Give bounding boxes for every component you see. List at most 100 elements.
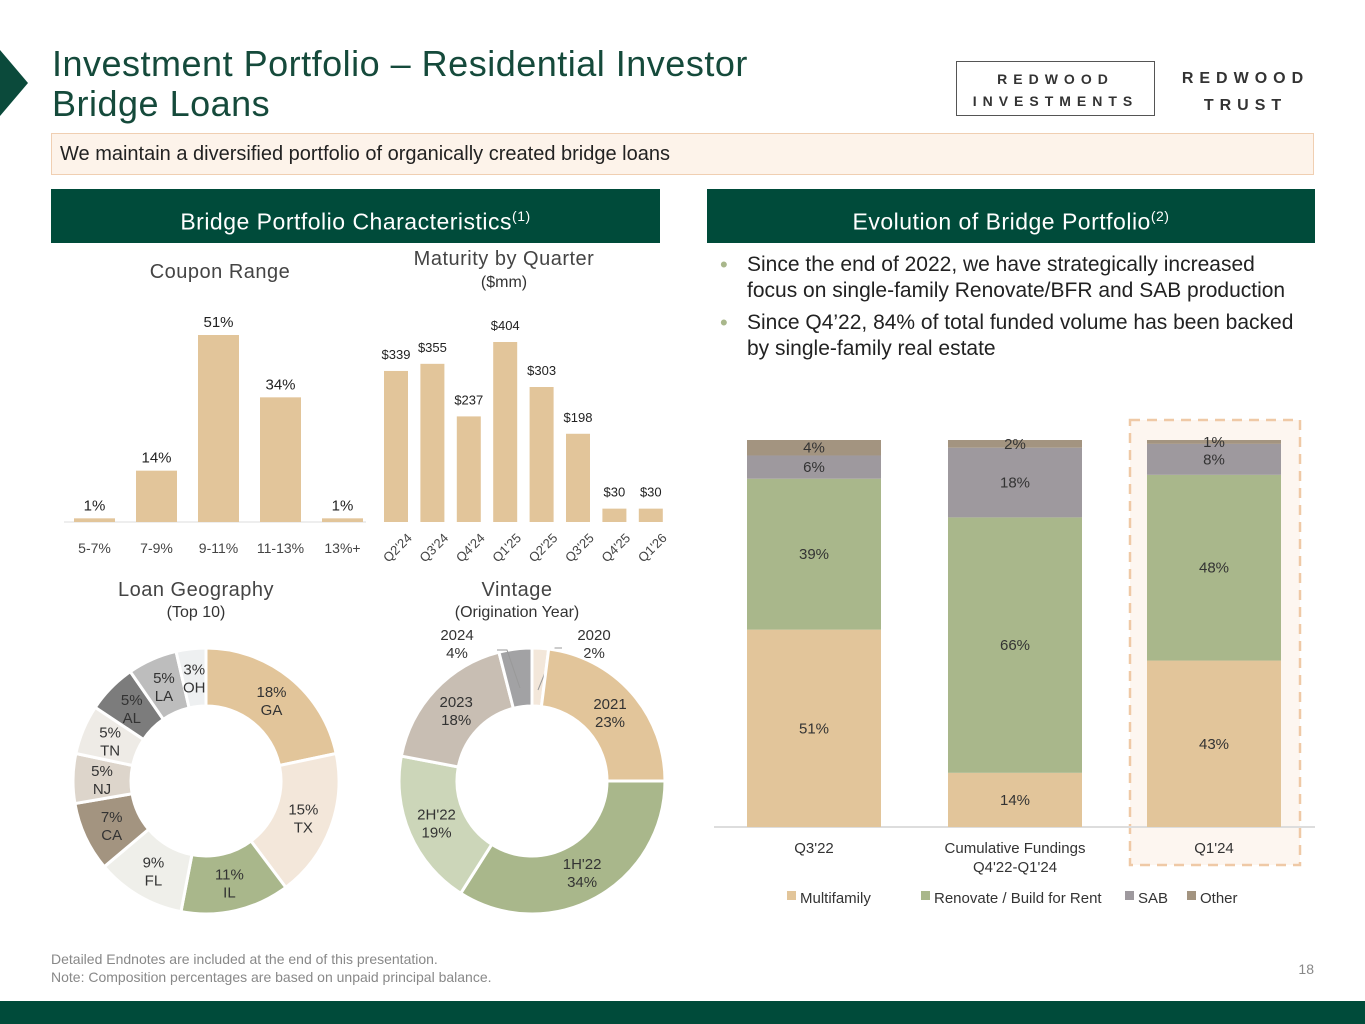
logo-text: TRUST: [1203, 97, 1288, 114]
maturity-chart-title: Maturity by Quarter: [413, 248, 595, 270]
arrow-marker: [0, 50, 28, 116]
geography-slice-label: 15%: [288, 802, 318, 819]
legend-label: Other: [1200, 890, 1238, 907]
geography-chart-subtitle: (Top 10): [166, 604, 226, 621]
geography-slice-label: IL: [223, 884, 236, 901]
geography-slice-label: CA: [101, 827, 122, 844]
coupon-data-label: 14%: [141, 450, 171, 467]
maturity-bar: [384, 370, 408, 522]
evolution-segment-label: 66%: [1000, 637, 1030, 654]
geography-slice-label: 18%: [256, 684, 286, 701]
geography-slice-label: 5%: [121, 692, 143, 709]
vintage-slice-label: 19%: [422, 824, 452, 841]
evolution-segment-renovate-build-for-rent: [948, 517, 1082, 773]
evolution-segment-sab: [1147, 443, 1281, 475]
footnote-ref: (1): [512, 208, 531, 224]
footnote-ref: (2): [1150, 208, 1170, 224]
footnote-line: Note: Composition percentages are based …: [51, 969, 492, 985]
evolution-segment-label: 4%: [803, 440, 825, 457]
maturity-bar: [602, 508, 627, 522]
vintage-leader-line: [537, 647, 562, 691]
geography-slice-label: 7%: [101, 809, 123, 826]
redwood-investments-logo: REDWOOD INVESTMENTS: [956, 61, 1155, 116]
vintage-slice-label: 2020: [577, 627, 610, 644]
subtitle-banner: We maintain a diversified portfolio of o…: [51, 133, 1314, 175]
footnote-line: Detailed Endnotes are included at the en…: [51, 951, 438, 967]
geography-slice-label: TX: [294, 820, 313, 837]
section-label: Bridge Portfolio Characteristics: [180, 208, 513, 235]
coupon-bar: [322, 518, 363, 522]
evolution-category-label: Q4'22-Q1'24: [973, 859, 1057, 876]
geography-slice: [174, 646, 208, 710]
bullet-text: Since the end of 2022, we have strategic…: [747, 253, 1286, 302]
evolution-segment-label: 39%: [799, 546, 829, 563]
vintage-slice-label: 1H'22: [563, 856, 602, 873]
vintage-chart-title: Vintage: [481, 579, 553, 601]
vintage-slice-label: 4%: [446, 645, 468, 662]
legend-label: Multifamily: [800, 890, 871, 907]
bullet-dot-icon: •: [720, 310, 728, 335]
coupon-data-label: 1%: [84, 497, 106, 514]
coupon-tick-label: 9-11%: [199, 540, 238, 556]
evolution-segment-label: 2%: [1004, 436, 1026, 453]
coupon-chart-title: Coupon Range: [149, 261, 291, 283]
evolution-segment-label: 1%: [1203, 434, 1225, 451]
coupon-tick-label: 7-9%: [140, 540, 173, 556]
evolution-segment-multifamily: [948, 772, 1082, 827]
maturity-data-label: $303: [527, 363, 556, 378]
maturity-data-label: $30: [604, 485, 626, 500]
title-line-2: Bridge Loans: [52, 83, 271, 124]
coupon-bar: [136, 470, 177, 522]
evolution-segment-label: 8%: [1203, 451, 1225, 468]
evolution-segment-sab: [948, 447, 1082, 518]
geography-slice-label: NJ: [93, 781, 111, 798]
geography-slice-label: 11%: [215, 866, 244, 883]
maturity-bar: [420, 363, 445, 522]
logo-text: REDWOOD: [1181, 70, 1310, 87]
maturity-data-label: $355: [418, 340, 447, 355]
maturity-tick-label: Q4'25: [598, 530, 633, 565]
maturity-tick-label: Q2'25: [526, 530, 561, 565]
coupon-tick-label: 5-7%: [78, 540, 111, 556]
bullet-list: • Since the end of 2022, we have strategi…: [720, 252, 1310, 368]
bullet-item: • Since Q4’22, 84% of total funded volume…: [720, 310, 1310, 362]
logo-text: REDWOOD: [997, 71, 1114, 87]
legend-swatch: [787, 891, 796, 900]
legend-swatch: [1187, 891, 1196, 900]
geography-slice-label: GA: [261, 702, 283, 719]
maturity-tick-label: Q1'25: [489, 530, 524, 565]
evolution-category-label: Cumulative Fundings: [945, 840, 1086, 857]
vintage-chart-subtitle: (Origination Year): [454, 604, 580, 621]
coupon-data-label: 34%: [265, 376, 295, 393]
geography-slice-label: OH: [183, 680, 206, 697]
coupon-tick-label: 13%+: [324, 540, 360, 556]
maturity-data-label: $30: [640, 485, 662, 500]
evolution-segment-label: 18%: [1000, 475, 1030, 492]
legend-label: Renovate / Build for Rent: [934, 890, 1102, 907]
maturity-tick-label: Q3'25: [562, 530, 597, 565]
maturity-tick-label: Q4'24: [453, 530, 488, 565]
evolution-segment-other: [747, 440, 881, 456]
section-header-characteristics: Bridge Portfolio Characteristics(1): [51, 189, 660, 243]
evolution-segment-multifamily: [747, 629, 881, 827]
redwood-trust-logo: REDWOOD TRUST: [1168, 61, 1323, 119]
evolution-category-label: Q1'24: [1194, 840, 1234, 857]
maturity-chart-subtitle: ($mm): [480, 274, 528, 291]
evolution-segment-other: [948, 440, 1082, 448]
maturity-tick-label: Q3'24: [416, 530, 451, 565]
section-label: Evolution of Bridge Portfolio: [852, 208, 1151, 235]
evolution-segment-label: 51%: [799, 720, 829, 737]
geography-slice-label: FL: [145, 873, 163, 890]
section-header-evolution: Evolution of Bridge Portfolio(2): [707, 189, 1315, 243]
coupon-bar: [198, 335, 239, 522]
maturity-bar: [566, 433, 590, 522]
geography-slice-label: 5%: [153, 670, 175, 687]
evolution-segment-label: 14%: [1000, 792, 1030, 809]
geography-slice-label: LA: [155, 688, 173, 705]
legend-swatch: [1125, 891, 1134, 900]
maturity-bar: [456, 416, 481, 522]
maturity-data-label: $198: [564, 410, 593, 425]
geography-slice-label: 9%: [143, 855, 165, 872]
vintage-slice-label: 23%: [595, 714, 625, 731]
evolution-segment-label: 43%: [1199, 736, 1229, 753]
